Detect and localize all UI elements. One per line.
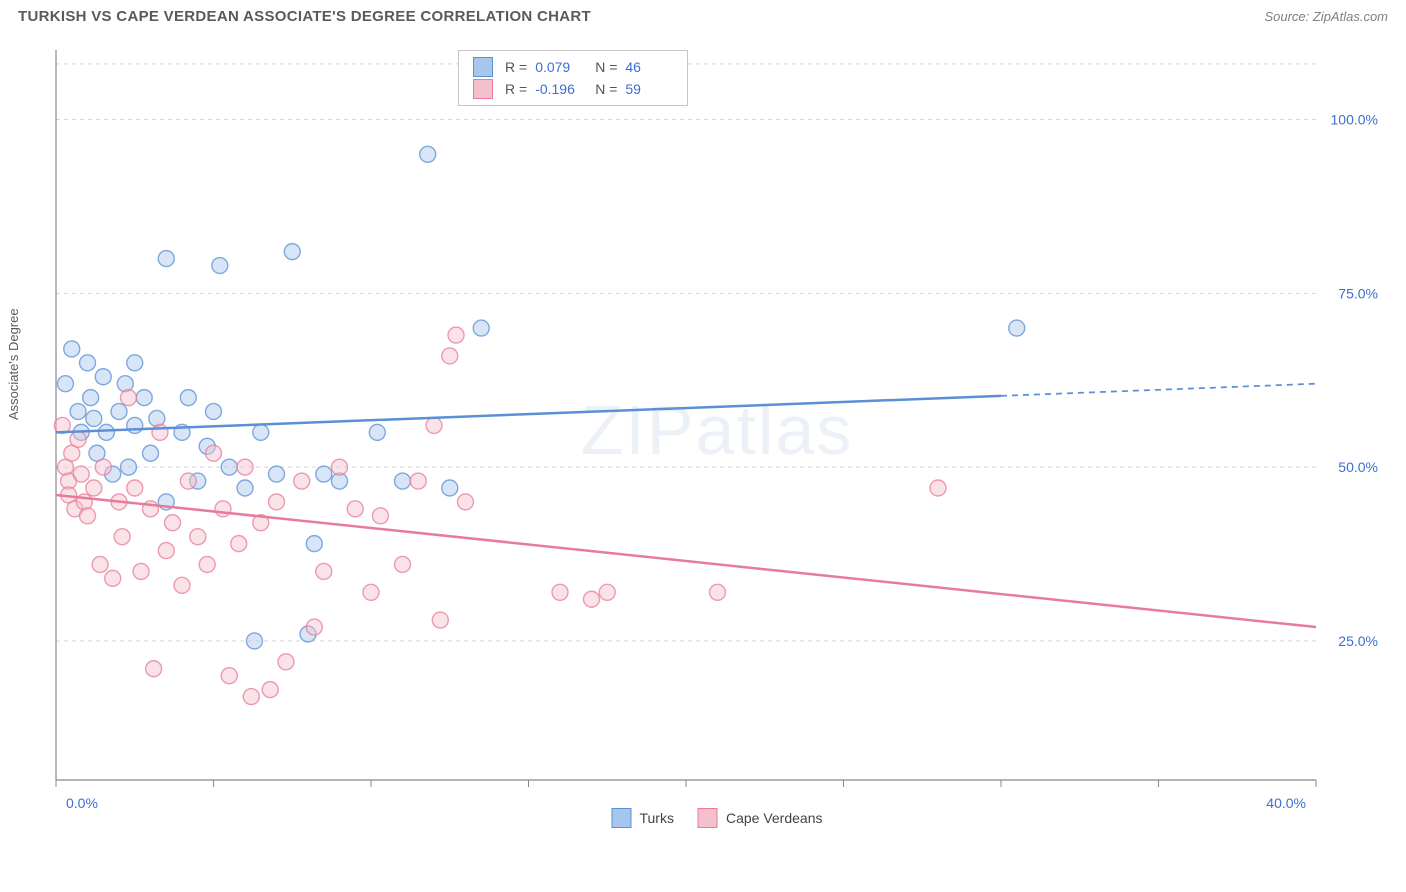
- y-axis-label: Associate's Degree: [6, 308, 21, 420]
- chart-title: TURKISH VS CAPE VERDEAN ASSOCIATE'S DEGR…: [18, 8, 591, 25]
- stat-r-value: 0.079: [535, 59, 583, 75]
- legend-bottom: Turks Cape Verdeans: [611, 808, 822, 828]
- legend-stat-row: R = 0.079 N = 46: [473, 57, 673, 77]
- legend-label: Cape Verdeans: [726, 810, 823, 826]
- legend-swatch: [473, 79, 493, 99]
- legend-stats: R = 0.079 N = 46R = -0.196 N = 59: [458, 50, 688, 106]
- legend-stat-row: R = -0.196 N = 59: [473, 79, 673, 99]
- svg-text:0.0%: 0.0%: [66, 795, 98, 811]
- source-label: Source: ZipAtlas.com: [1264, 9, 1388, 24]
- svg-text:75.0%: 75.0%: [1338, 285, 1378, 301]
- legend-swatch: [611, 808, 631, 828]
- legend-swatch: [698, 808, 718, 828]
- chart-area: ZIPatlas 25.0%50.0%75.0%100.0%0.0%40.0% …: [48, 40, 1386, 820]
- stat-n-label: N =: [595, 81, 617, 97]
- legend-swatch: [473, 57, 493, 77]
- svg-text:40.0%: 40.0%: [1266, 795, 1306, 811]
- svg-text:100.0%: 100.0%: [1331, 112, 1378, 128]
- svg-text:50.0%: 50.0%: [1338, 459, 1378, 475]
- stat-r-label: R =: [505, 81, 527, 97]
- stat-n-label: N =: [595, 59, 617, 75]
- stat-r-label: R =: [505, 59, 527, 75]
- scatter-chart: 25.0% 50.0% 75.0% 100.0% 0.0% 40.0%: [48, 40, 1386, 820]
- legend-item: Cape Verdeans: [698, 808, 823, 828]
- legend-label: Turks: [639, 810, 673, 826]
- stat-r-value: -0.196: [535, 81, 583, 97]
- stat-n-value: 46: [625, 59, 673, 75]
- svg-text:25.0%: 25.0%: [1338, 633, 1378, 649]
- stat-n-value: 59: [625, 81, 673, 97]
- legend-item: Turks: [611, 808, 673, 828]
